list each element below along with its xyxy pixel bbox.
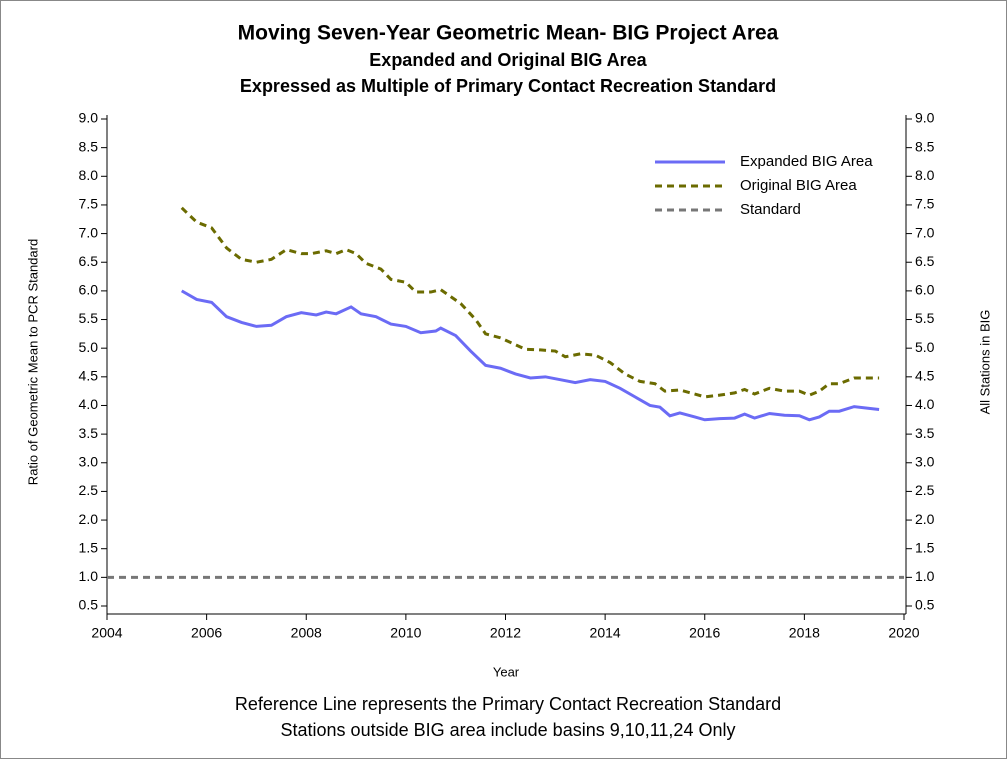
x-tick-label: 2012	[490, 625, 521, 641]
y2-tick-label: 8.5	[915, 138, 935, 154]
y-tick-label: 7.5	[79, 196, 99, 212]
x-tick-label: 2020	[888, 625, 919, 641]
legend-label: Original BIG Area	[740, 177, 857, 194]
x-tick-label: 2016	[689, 625, 720, 641]
y2-tick-label: 5.0	[915, 339, 935, 355]
x-axis-label: Year	[493, 664, 520, 679]
footnote: Stations outside BIG area include basins…	[281, 720, 736, 740]
y2-tick-label: 3.5	[915, 425, 935, 441]
series-line	[180, 206, 880, 399]
y2-tick-label: 0.5	[915, 597, 935, 613]
y2-axis-label: All Stations in BIG	[977, 310, 992, 415]
y-tick-label: 4.5	[79, 368, 99, 384]
y-tick-label: 8.5	[79, 138, 99, 154]
y2-tick-label: 7.5	[915, 196, 935, 212]
legend-label: Standard	[740, 201, 801, 218]
y-tick-label: 7.0	[79, 224, 99, 240]
x-tick-label: 2018	[789, 625, 820, 641]
y-tick-label: 9.0	[79, 110, 99, 126]
footnote: Reference Line represents the Primary Co…	[235, 694, 781, 714]
y2-tick-label: 8.0	[915, 167, 935, 183]
y-tick-label: 3.5	[79, 425, 99, 441]
x-tick-label: 2006	[191, 625, 222, 641]
y2-tick-label: 2.0	[915, 511, 935, 527]
x-tick-label: 2010	[390, 625, 421, 641]
y2-tick-label: 2.5	[915, 482, 935, 498]
legend-label: Expanded BIG Area	[740, 153, 873, 170]
y2-tick-label: 1.0	[915, 568, 935, 584]
series-line	[180, 289, 880, 422]
y2-tick-label: 7.0	[915, 224, 935, 240]
y-tick-label: 1.5	[79, 539, 99, 555]
y-tick-label: 0.5	[79, 597, 99, 613]
y-tick-label: 1.0	[79, 568, 99, 584]
y2-tick-label: 6.5	[915, 253, 935, 269]
y-tick-label: 2.5	[79, 482, 99, 498]
y-tick-label: 4.0	[79, 396, 99, 412]
y-tick-label: 3.0	[79, 453, 99, 469]
chart-title: Moving Seven-Year Geometric Mean- BIG Pr…	[238, 22, 779, 45]
x-tick-label: 2004	[91, 625, 122, 641]
y2-tick-label: 4.0	[915, 396, 935, 412]
y2-tick-label: 5.5	[915, 310, 935, 326]
y-tick-label: 6.5	[79, 253, 99, 269]
chart-subtitle: Expanded and Original BIG Area	[369, 50, 647, 70]
x-tick-label: 2008	[291, 625, 322, 641]
chart-subtitle: Expressed as Multiple of Primary Contact…	[240, 76, 776, 96]
y2-tick-label: 9.0	[915, 110, 935, 126]
y-axis-label: Ratio of Geometric Mean to PCR Standard	[25, 239, 40, 485]
y-tick-label: 8.0	[79, 167, 99, 183]
y2-tick-label: 3.0	[915, 453, 935, 469]
y-tick-label: 6.0	[79, 282, 99, 298]
y2-tick-label: 4.5	[915, 368, 935, 384]
y-tick-label: 2.0	[79, 511, 99, 527]
y2-tick-label: 1.5	[915, 539, 935, 555]
y-tick-label: 5.5	[79, 310, 99, 326]
y-tick-label: 5.0	[79, 339, 99, 355]
x-tick-label: 2014	[590, 625, 621, 641]
y2-tick-label: 6.0	[915, 282, 935, 298]
